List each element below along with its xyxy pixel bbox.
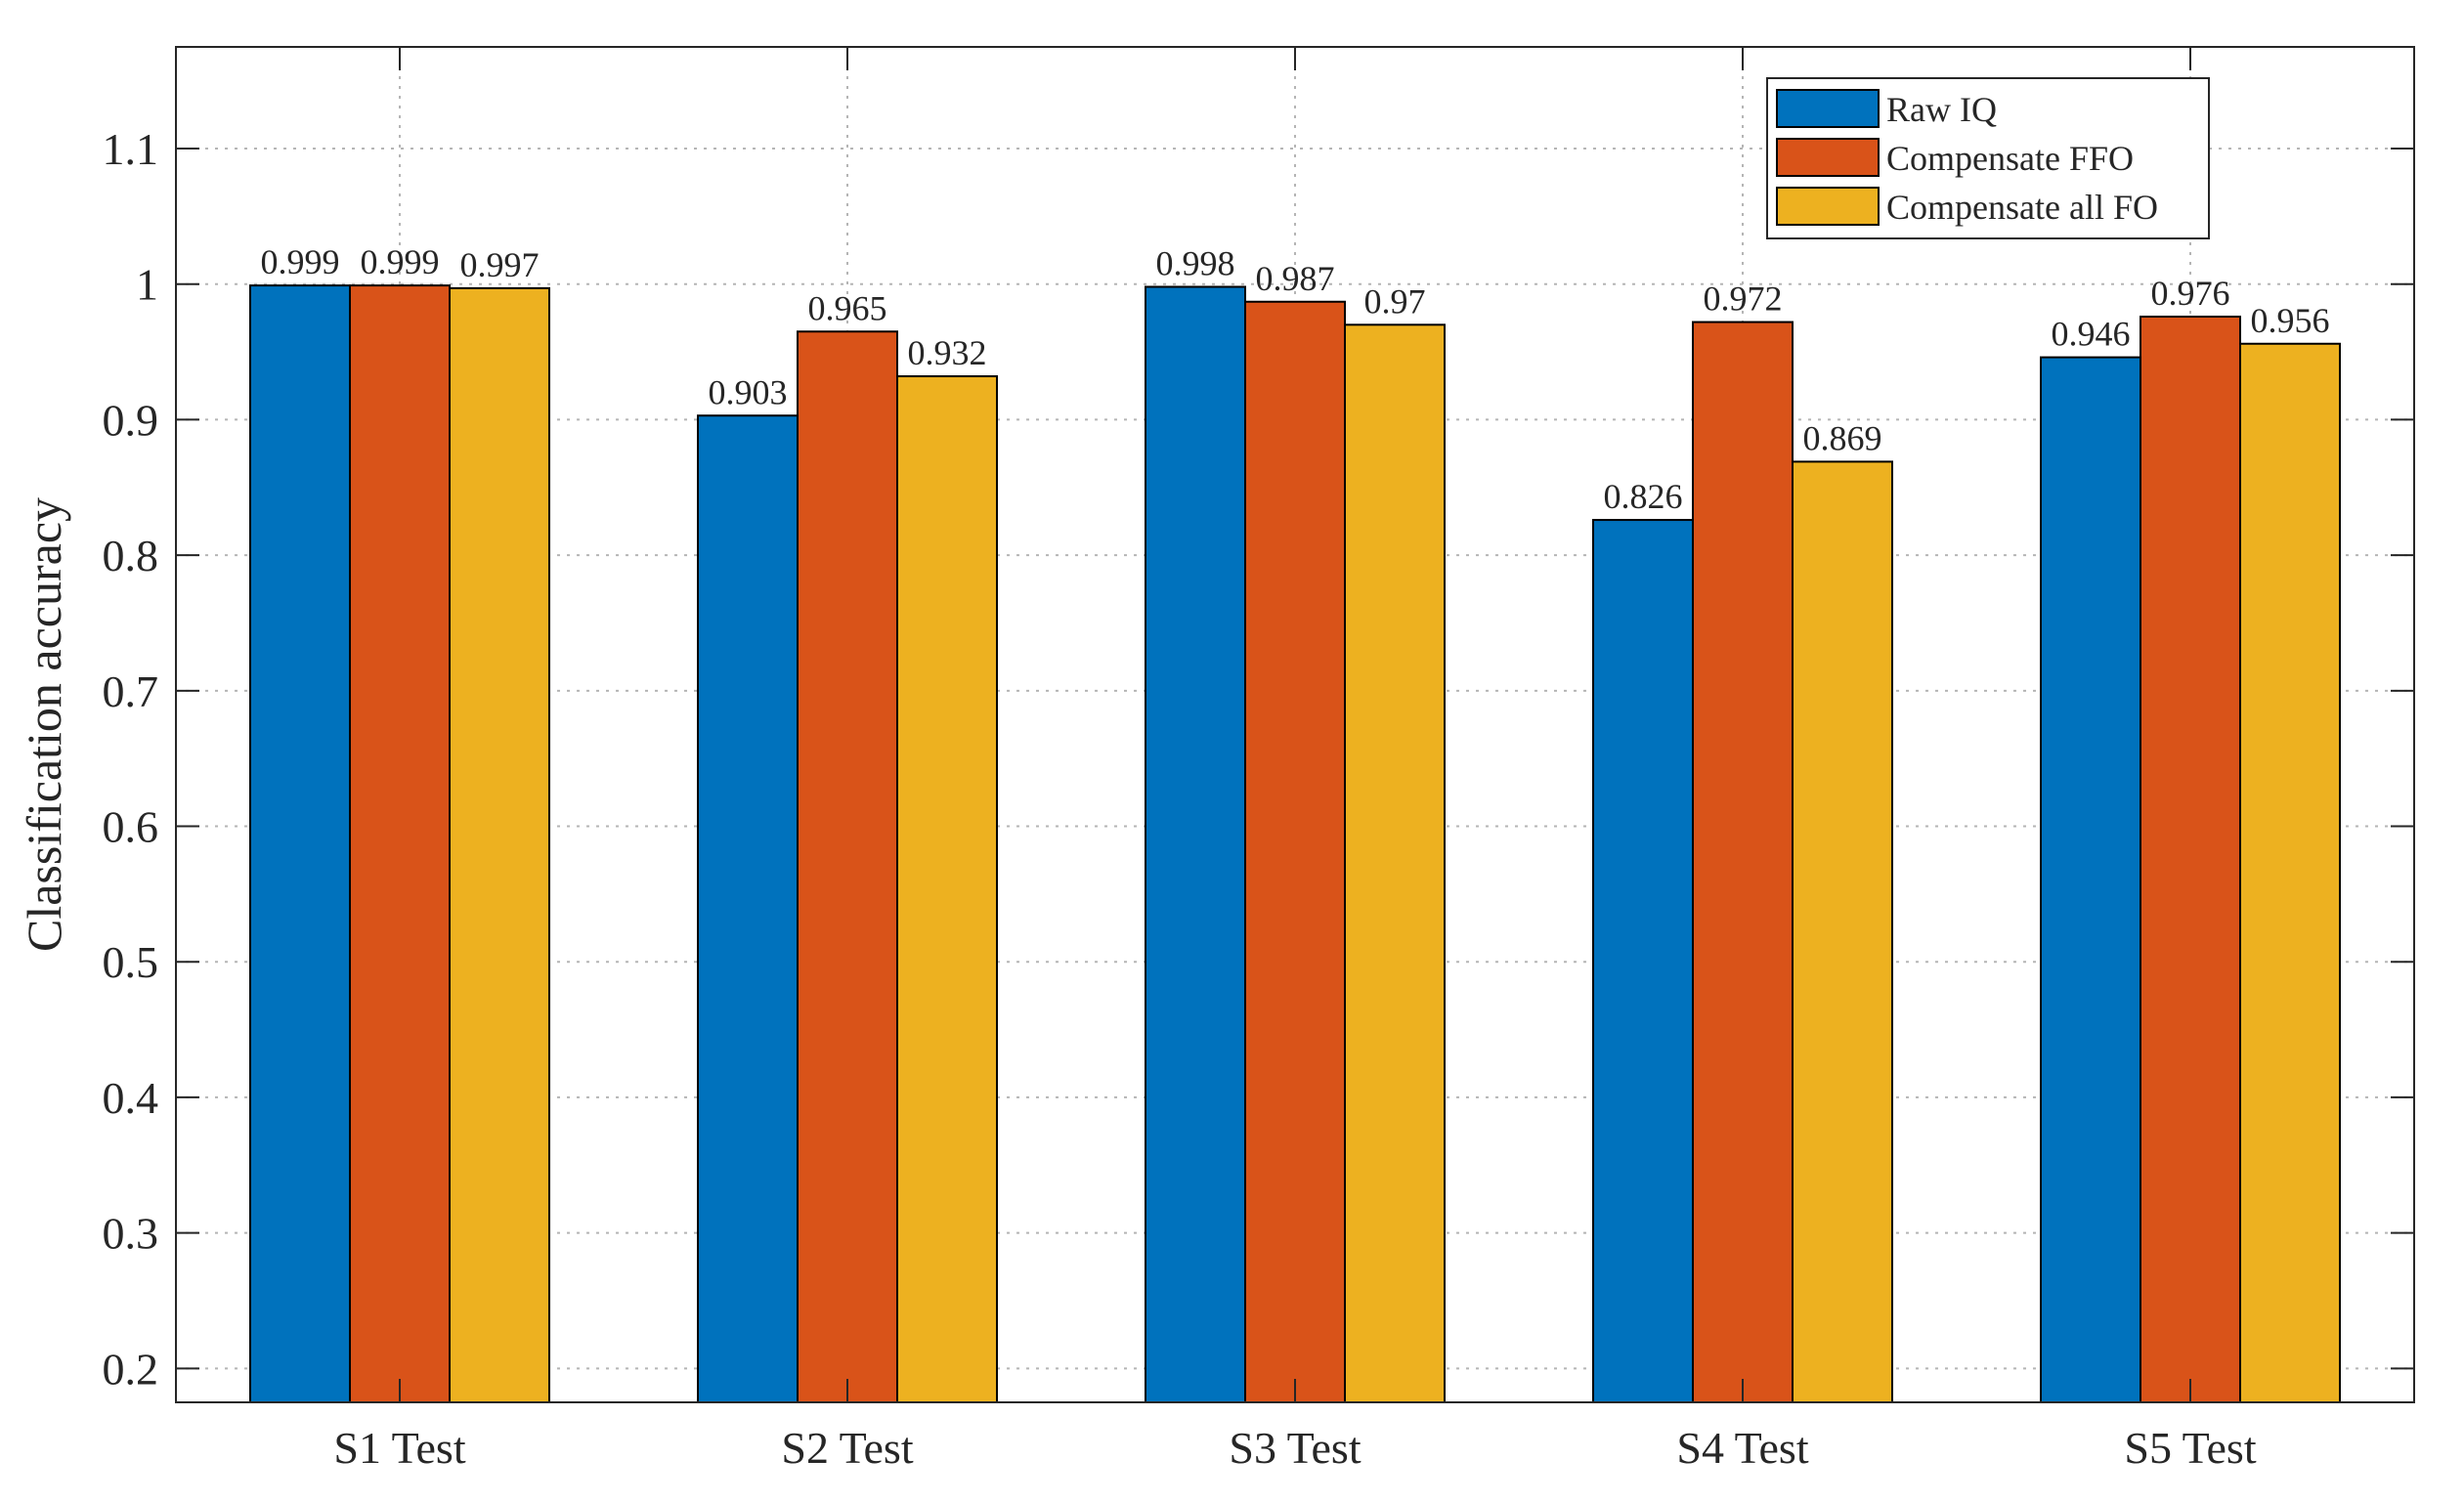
bar[interactable]: [1792, 460, 1893, 1403]
data-label: 0.932: [908, 333, 987, 372]
data-label: 0.97: [1364, 281, 1426, 321]
bar[interactable]: [697, 414, 799, 1404]
y-tick-label: 0.5: [103, 937, 159, 987]
legend-swatch[interactable]: [1776, 89, 1880, 128]
x-tick-labels: S1 Test S2 Test S3 Test S4 Test S5 Test: [333, 1423, 2256, 1473]
y-tick-label: 1: [136, 260, 158, 310]
bar[interactable]: [1244, 300, 1346, 1404]
y-tick-label: 0.6: [103, 802, 159, 852]
x-tick-label: S5 Test: [2124, 1423, 2256, 1473]
legend-swatch[interactable]: [1776, 187, 1880, 226]
bar[interactable]: [249, 284, 351, 1403]
x-tick-label: S1 Test: [333, 1423, 465, 1473]
bar[interactable]: [1592, 519, 1694, 1403]
data-label: 0.976: [2151, 274, 2230, 313]
y-tick-label: 0.7: [103, 666, 159, 716]
legend[interactable]: Raw IQ Compensate FFO Compensate all FO: [1766, 77, 2210, 239]
x-tick-label: S2 Test: [781, 1423, 913, 1473]
y-axis-label: Classification accuracy: [17, 497, 71, 952]
legend-label[interactable]: Compensate all FO: [1886, 188, 2158, 227]
legend-swatch[interactable]: [1776, 138, 1880, 177]
bar[interactable]: [2040, 356, 2141, 1403]
legend-label[interactable]: Raw IQ: [1886, 90, 1997, 129]
data-label: 0.999: [261, 242, 340, 281]
y-tick-label: 0.9: [103, 395, 159, 445]
bar[interactable]: [2140, 316, 2241, 1404]
y-tick-label: 1.1: [103, 124, 159, 174]
axis-ticks: [176, 47, 2414, 1402]
data-label: 0.946: [2052, 315, 2131, 354]
data-label: 0.956: [2251, 301, 2330, 340]
y-tick-label: 0.8: [103, 531, 159, 580]
data-label: 0.998: [1156, 243, 1235, 282]
data-label: 0.869: [1803, 418, 1882, 457]
bar[interactable]: [1692, 321, 1794, 1403]
bar[interactable]: [349, 284, 451, 1403]
bar[interactable]: [1145, 285, 1246, 1403]
bar[interactable]: [449, 286, 550, 1403]
data-label: 0.999: [361, 242, 440, 281]
x-tick-label: S4 Test: [1676, 1423, 1808, 1473]
legend-label[interactable]: Compensate FFO: [1886, 139, 2134, 178]
data-label: 0.965: [808, 288, 887, 327]
data-label: 0.903: [709, 372, 788, 411]
data-label: 0.972: [1704, 279, 1783, 319]
data-labels-group: 0.999 0.903 0.998 0.826 0.946 0.999 0.965 0.987…: [261, 242, 2330, 516]
data-label: 0.997: [460, 245, 540, 284]
y-tick-labels: 0.2 0.3 0.4 0.5 0.6 0.7 0.8 0.9 1 1.1: [103, 124, 159, 1394]
bar[interactable]: [2239, 342, 2341, 1403]
y-tick-label: 0.2: [103, 1344, 159, 1394]
bar[interactable]: [797, 330, 898, 1403]
data-label: 0.826: [1604, 477, 1683, 516]
y-tick-label: 0.4: [103, 1073, 159, 1123]
bars-group: [249, 284, 2341, 1404]
x-tick-label: S3 Test: [1229, 1423, 1361, 1473]
y-tick-label: 0.3: [103, 1209, 159, 1259]
data-label: 0.987: [1256, 259, 1335, 298]
bar[interactable]: [896, 375, 998, 1403]
bar[interactable]: [1344, 323, 1446, 1404]
